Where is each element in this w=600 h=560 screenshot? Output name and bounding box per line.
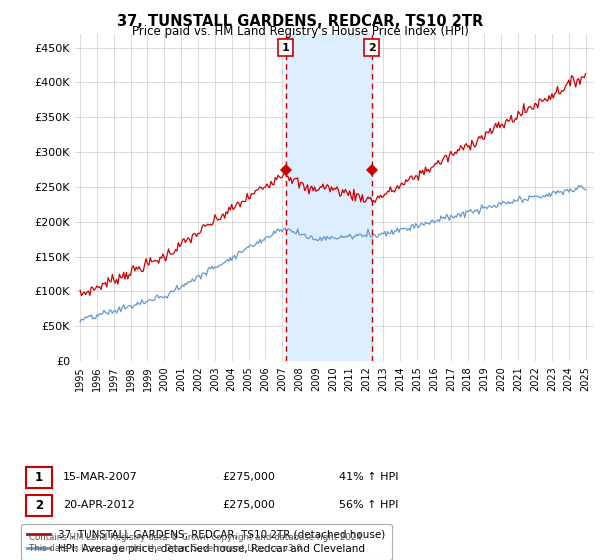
Text: Price paid vs. HM Land Registry's House Price Index (HPI): Price paid vs. HM Land Registry's House … — [131, 25, 469, 38]
Text: 56% ↑ HPI: 56% ↑ HPI — [339, 500, 398, 510]
Text: £275,000: £275,000 — [222, 500, 275, 510]
Text: 1: 1 — [35, 470, 43, 484]
Text: 37, TUNSTALL GARDENS, REDCAR, TS10 2TR: 37, TUNSTALL GARDENS, REDCAR, TS10 2TR — [117, 14, 483, 29]
Text: £275,000: £275,000 — [222, 472, 275, 482]
Text: 1: 1 — [282, 43, 290, 53]
Text: 15-MAR-2007: 15-MAR-2007 — [63, 472, 138, 482]
Text: 2: 2 — [35, 498, 43, 512]
Text: 20-APR-2012: 20-APR-2012 — [63, 500, 135, 510]
Text: 41% ↑ HPI: 41% ↑ HPI — [339, 472, 398, 482]
Text: 2: 2 — [368, 43, 376, 53]
Text: Contains HM Land Registry data © Crown copyright and database right 2024.
This d: Contains HM Land Registry data © Crown c… — [29, 533, 364, 553]
Legend: 37, TUNSTALL GARDENS, REDCAR, TS10 2TR (detached house), HPI: Average price, det: 37, TUNSTALL GARDENS, REDCAR, TS10 2TR (… — [20, 524, 392, 560]
Bar — [286, 34, 371, 361]
